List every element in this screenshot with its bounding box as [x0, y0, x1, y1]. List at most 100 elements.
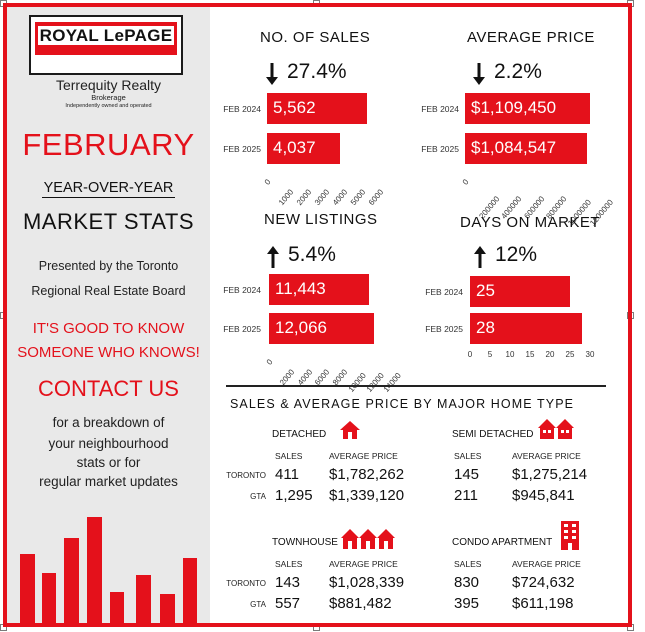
market-stats-label: MARKET STATS: [22, 209, 195, 234]
presented-line-1: Presented by the Toronto: [38, 259, 179, 273]
decorative-bar: [64, 538, 79, 623]
condo-toronto-sales: 830: [454, 574, 480, 591]
condo-building-icon: [561, 521, 579, 550]
detached-toronto-sales: 411: [275, 466, 299, 483]
townhouse-gta-sales: 557: [275, 595, 301, 612]
detached-sales-header: SALES: [275, 451, 303, 461]
axis-tick-label: 5: [487, 350, 493, 359]
decorative-bar: [87, 517, 102, 623]
up-arrow-icon: [474, 246, 486, 268]
chart-change-percent: 12%: [495, 243, 538, 266]
townhouse-icon: [341, 529, 395, 549]
decorative-bar: [20, 554, 35, 623]
down-arrow-icon: [266, 63, 278, 85]
detached-gta-price: $1,339,120: [329, 487, 405, 504]
company-subtitle: Brokerage: [91, 93, 126, 102]
decorative-bar: [160, 594, 175, 623]
category-label: FEB 2024: [223, 285, 261, 295]
category-label: FEB 2025: [425, 324, 463, 334]
condo-sales-header: SALES: [454, 559, 482, 569]
contact-us-heading[interactable]: CONTACT US: [38, 376, 179, 401]
breakdown-line-3: stats or for: [76, 455, 141, 470]
decorative-bar: [42, 573, 56, 623]
category-label: FEB 2025: [223, 324, 261, 334]
data-bar: $1,109,450: [465, 93, 590, 124]
axis-tick-label: 0: [467, 350, 473, 359]
detached-toronto-price: $1,782,262: [329, 466, 405, 483]
semi-sales-header: SALES: [454, 451, 482, 461]
category-label: FEB 2025: [421, 144, 459, 154]
data-bar: $1,084,547: [465, 133, 587, 164]
townhouse-toronto-sales: 143: [275, 574, 301, 591]
detached-price-header: AVERAGE PRICE: [329, 451, 398, 461]
chart-change-percent: 2.2%: [494, 60, 542, 83]
logo-text: ROYAL LePAGE: [37, 26, 175, 45]
breakdown-line-4: regular market updates: [39, 474, 178, 489]
detached-gta-label: GTA: [250, 492, 266, 501]
chart-title: NO. OF SALES: [260, 29, 371, 46]
chart-title: AVERAGE PRICE: [467, 29, 595, 46]
condo-gta-sales: 395: [454, 595, 480, 612]
axis-tick-label: 15: [525, 350, 535, 359]
category-label: FEB 2024: [421, 104, 459, 114]
slogan-line-2: SOMEONE WHO KNOWS!: [17, 344, 200, 361]
category-label: FEB 2024: [223, 104, 261, 114]
data-bar: 12,066: [269, 313, 374, 344]
category-label: FEB 2024: [425, 287, 463, 297]
detached-title: DETACHED: [272, 429, 327, 440]
detached-toronto-label: TORONTO: [226, 471, 266, 480]
townhouse-toronto-price: $1,028,339: [329, 574, 405, 591]
chart-change-percent: 5.4%: [288, 243, 336, 266]
data-bar: 11,443: [269, 274, 369, 305]
chart-title: NEW LISTINGS: [264, 211, 378, 228]
townhouse-title: TOWNHOUSE: [272, 537, 338, 548]
semi-detached-houses-icon: [538, 419, 574, 439]
townhouse-price-header: AVERAGE PRICE: [329, 559, 398, 569]
semi-detached-title: SEMI DETACHED: [452, 429, 534, 440]
house-icon: [340, 421, 360, 439]
company-tagline: Independently owned and operated: [65, 103, 152, 109]
company-name: Terrequity Realty: [55, 77, 162, 93]
decorative-bar: [110, 592, 124, 623]
sidebar: [7, 7, 210, 623]
royal-lepage-logo: ROYAL LePAGE: [29, 15, 183, 75]
axis-tick-label: 20: [545, 350, 555, 359]
detached-gta-sales: 1,295: [275, 487, 313, 504]
townhouse-gta-label: GTA: [250, 600, 266, 609]
data-bar: 25: [470, 276, 570, 307]
chart-title: DAYS ON MARKET: [460, 214, 601, 231]
axis-tick-label: 10: [505, 350, 515, 359]
semi-toronto-sales: 145: [454, 466, 480, 483]
month-title: FEBRUARY: [22, 127, 195, 162]
decorative-bar: [136, 575, 151, 623]
condo-gta-price: $611,198: [512, 595, 574, 612]
axis-tick-label: 30: [585, 350, 595, 359]
category-label: FEB 2025: [223, 144, 261, 154]
semi-gta-price: $945,841: [512, 487, 575, 504]
data-bar: 4,037: [267, 133, 340, 164]
condo-price-header: AVERAGE PRICE: [512, 559, 581, 569]
up-arrow-icon: [267, 246, 279, 268]
townhouse-toronto-label: TORONTO: [226, 579, 266, 588]
presented-line-2: Regional Real Estate Board: [31, 284, 186, 298]
chart-change-percent: 27.4%: [287, 60, 347, 83]
infographic-frame: [3, 3, 632, 627]
breakdown-line-2: your neighbourhood: [48, 436, 169, 451]
decorative-bar: [183, 558, 197, 623]
data-bar: 28: [470, 313, 582, 344]
section-divider: [226, 385, 606, 387]
condo-toronto-price: $724,632: [512, 574, 575, 591]
yoy-label: YEAR-OVER-YEAR: [41, 180, 176, 198]
semi-gta-sales: 211: [454, 487, 478, 504]
semi-price-header: AVERAGE PRICE: [512, 451, 581, 461]
home-type-section-title: SALES & AVERAGE PRICE BY MAJOR HOME TYPE: [230, 397, 575, 411]
data-bar: 5,562: [267, 93, 367, 124]
semi-toronto-price: $1,275,214: [512, 466, 588, 483]
down-arrow-icon: [473, 63, 485, 85]
axis-tick-label: 25: [565, 350, 575, 359]
townhouse-gta-price: $881,482: [329, 595, 392, 612]
townhouse-sales-header: SALES: [275, 559, 303, 569]
slogan-line-1: IT'S GOOD TO KNOW: [32, 320, 185, 337]
condo-title: CONDO APARTMENT: [452, 537, 553, 548]
breakdown-line-1: for a breakdown of: [52, 415, 165, 430]
